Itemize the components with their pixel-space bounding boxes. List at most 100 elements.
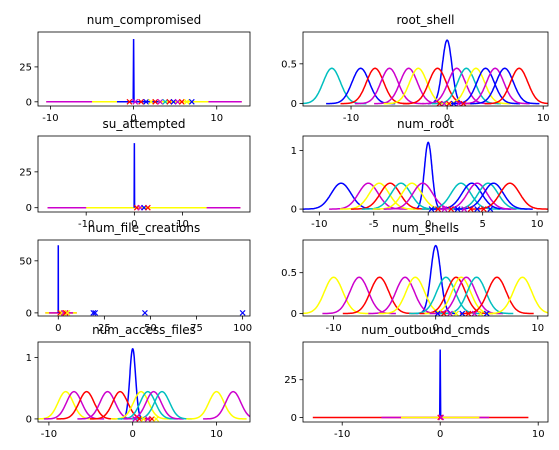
density-curve [123, 390, 184, 420]
sample-marker [143, 98, 150, 105]
density-curve [322, 276, 396, 315]
sample-marker [140, 415, 147, 422]
sample-marker [188, 98, 195, 105]
axes-frame [302, 341, 549, 423]
plot-area [38, 347, 250, 422]
spike-line [438, 349, 442, 418]
x-tick-label: 10 [531, 219, 544, 230]
y-tick-label: 1 [291, 146, 297, 157]
subplot-num_root: -10 -5 0 5 10 0 1 num_root [291, 117, 549, 230]
subplot-title: root_shell [397, 13, 455, 27]
x-tick-label: 0 [425, 219, 431, 230]
density-curve [340, 182, 419, 210]
density-curve [110, 390, 172, 420]
sample-marker [487, 206, 494, 212]
density-curve [429, 276, 504, 315]
density-curve [303, 67, 367, 105]
density-curve [56, 390, 117, 420]
sample-marker [434, 310, 441, 316]
axes-frame [37, 31, 251, 107]
axes-frame [37, 341, 251, 423]
plot-area [303, 141, 548, 212]
sample-marker [178, 98, 185, 105]
sample-marker [453, 310, 460, 316]
x-tick-label: 5 [479, 219, 485, 230]
x-tick-label: 0 [444, 113, 450, 124]
x-tick-label: 10 [532, 429, 545, 440]
sample-marker [144, 204, 151, 211]
y-tick-label: 25 [19, 167, 32, 178]
subplot-title: num_access_files [92, 323, 196, 337]
x-tick-label: 100 [233, 323, 252, 334]
subplot-num_shells: -10 0 10 0 0.5 num_shells [281, 221, 549, 334]
subplot-num_compromised: -10 0 10 0 25 num_compromised [19, 13, 251, 124]
sample-marker [483, 310, 490, 316]
x-tick-label: -10 [41, 429, 57, 440]
sample-marker [64, 309, 71, 316]
density-curve [342, 276, 417, 315]
sample-marker [132, 415, 139, 422]
sample-marker [132, 98, 139, 105]
sample-marker [90, 309, 97, 316]
x-tick-label: -10 [343, 113, 359, 124]
subplot-root_shell: -10 0 10 0 0.5 root_shell [281, 13, 549, 124]
sample-marker [474, 206, 481, 212]
density-curve [131, 390, 193, 420]
x-tick-label: 0 [130, 429, 136, 440]
density-curve [439, 276, 514, 315]
density-curve [412, 141, 444, 210]
sample-marker [471, 310, 478, 316]
sample-marker [149, 415, 155, 422]
sample-marker [446, 100, 452, 106]
density-curve [303, 276, 371, 315]
x-tick-label: -10 [325, 323, 341, 334]
sample-marker [183, 98, 190, 105]
y-tick-label: 0 [291, 413, 297, 424]
x-tick-label: 50 [144, 323, 157, 334]
sample-marker [157, 98, 164, 105]
y-tick-label: 0 [26, 308, 32, 319]
x-tick-label: -10 [311, 219, 327, 230]
sample-marker [448, 206, 455, 212]
x-tick-label: 10 [210, 113, 223, 124]
axes-frame [302, 135, 549, 213]
sample-marker [465, 310, 472, 316]
sample-marker [450, 100, 457, 106]
subplot-title: su_attempted [102, 117, 185, 131]
y-tick-label: 0 [26, 414, 32, 425]
sample-marker [92, 309, 99, 316]
density-curve [350, 182, 430, 210]
axes-frame [37, 135, 251, 213]
x-tick-label: -10 [78, 219, 94, 230]
x-tick-label: 10 [531, 323, 544, 334]
density-curve [470, 67, 540, 105]
sample-marker [437, 414, 444, 421]
subplot-su_attempted: -10 0 10 0 25 su_attempted [19, 117, 251, 230]
x-tick-label: 0 [130, 113, 136, 124]
sample-marker [438, 414, 445, 421]
y-tick-label: 50 [19, 256, 32, 267]
sample-marker [136, 415, 143, 422]
x-tick-label: 10 [210, 429, 223, 440]
density-curve [484, 67, 548, 105]
x-tick-label: -5 [369, 219, 379, 230]
plot-area [312, 349, 529, 421]
plot-area [47, 143, 241, 211]
y-tick-label: 25 [19, 62, 32, 73]
sample-marker [428, 206, 435, 212]
subplot-title: num_compromised [87, 13, 201, 27]
y-tick-label: 0 [291, 309, 297, 320]
y-tick-label: 0.5 [281, 59, 297, 70]
axes-frame [37, 239, 251, 317]
y-tick-label: 1 [26, 353, 32, 364]
density-curve [43, 390, 105, 420]
sample-marker [141, 309, 148, 316]
x-tick-label: 75 [190, 323, 203, 334]
density-curve [460, 67, 530, 105]
x-tick-label: 0 [131, 219, 137, 230]
sample-marker [138, 98, 145, 105]
x-tick-label: 25 [98, 323, 111, 334]
x-tick-label: 0 [437, 429, 443, 440]
